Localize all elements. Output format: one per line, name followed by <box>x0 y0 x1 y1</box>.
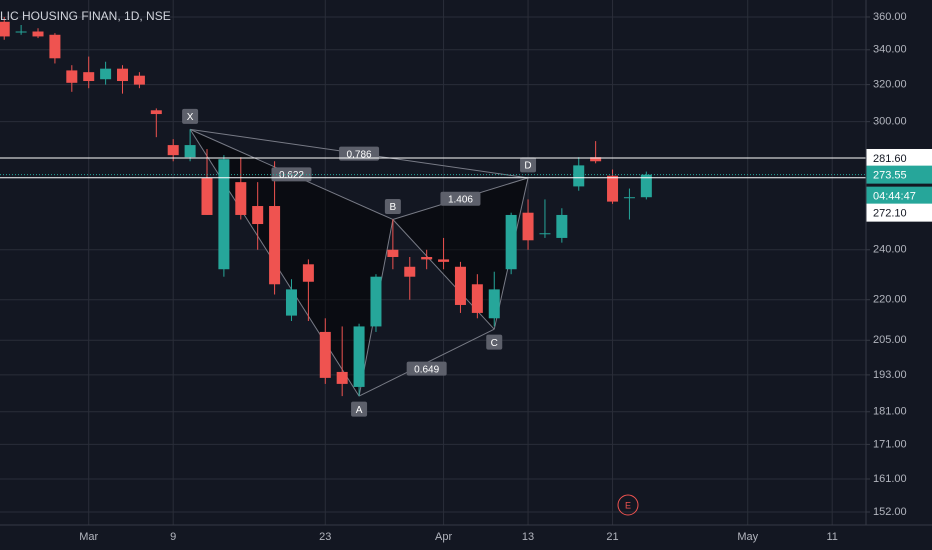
y-tick-label: 220.00 <box>873 294 907 306</box>
y-tick-label: 300.00 <box>873 116 907 128</box>
x-tick-label: 11 <box>826 531 837 543</box>
candle-body <box>133 75 145 85</box>
candle-body <box>640 174 652 198</box>
candle-body <box>370 276 382 327</box>
candle-body <box>201 177 213 215</box>
candle-body <box>438 259 450 262</box>
candle-body <box>66 70 78 83</box>
ratio-label: 1.406 <box>448 194 473 205</box>
label-box <box>440 191 481 206</box>
label-box <box>339 146 380 161</box>
candle-body <box>404 266 416 277</box>
price-line-label-bg <box>866 148 932 167</box>
x-tick-label: 13 <box>522 531 534 543</box>
candle-body <box>421 256 433 260</box>
label-box <box>182 108 199 124</box>
y-tick-label: 340.00 <box>873 44 907 56</box>
price-line-label: 272.10 <box>873 208 907 220</box>
earnings-letter: E <box>625 500 631 510</box>
label-box <box>406 361 447 376</box>
y-tick-label: 193.00 <box>873 369 907 381</box>
x-tick-label: 21 <box>606 531 618 543</box>
candle-body <box>218 159 230 270</box>
label-box <box>384 198 401 214</box>
x-tick-label: May <box>737 531 758 543</box>
x-tick-label: Mar <box>79 531 98 543</box>
point-label: C <box>491 338 498 349</box>
candle-body <box>319 331 331 378</box>
point-label: B <box>390 202 397 213</box>
candle-body <box>184 145 196 158</box>
x-tick-label: 9 <box>170 531 176 543</box>
candle-body <box>387 249 399 257</box>
y-tick-label: 205.00 <box>873 334 907 346</box>
candle-body <box>454 266 466 305</box>
candle-body <box>573 165 585 187</box>
countdown-label: 04:44:47 <box>873 191 916 203</box>
candle-body <box>505 214 517 270</box>
y-tick-label: 240.00 <box>873 244 907 256</box>
y-tick-label: 181.00 <box>873 406 907 418</box>
x-tick-label: Apr <box>435 531 452 543</box>
label-box <box>351 401 368 417</box>
ratio-label: 0.786 <box>347 149 372 160</box>
label-box <box>486 334 503 350</box>
point-label: A <box>356 405 363 416</box>
chart-title: LIC HOUSING FINAN, 1D, NSE <box>0 9 171 23</box>
point-label: X <box>187 112 194 123</box>
candle-body <box>167 145 179 156</box>
last-price-label: 273.55 <box>873 170 907 182</box>
countdown-label-bg <box>866 186 932 205</box>
label-box <box>520 157 537 173</box>
candle-body <box>488 289 500 319</box>
candle-body <box>522 212 534 241</box>
candle-body <box>235 182 247 215</box>
price-line-label: 281.60 <box>873 153 907 165</box>
candle-body <box>556 214 568 238</box>
candle-body <box>607 175 619 202</box>
candle-body <box>285 289 297 316</box>
candle-body <box>471 284 483 313</box>
y-tick-label: 152.00 <box>873 506 907 518</box>
point-label: D <box>524 161 531 172</box>
y-tick-label: 320.00 <box>873 79 907 91</box>
ratio-label: 0.622 <box>279 170 304 181</box>
candle-body <box>117 68 129 82</box>
y-tick-label: 360.00 <box>873 11 907 23</box>
candle-body <box>269 206 281 285</box>
last-price-label-bg <box>866 165 932 184</box>
candle-body <box>150 110 162 115</box>
candle-body <box>623 197 635 199</box>
candle-body <box>0 21 10 37</box>
candle-body <box>32 31 44 37</box>
candle-body <box>336 371 348 384</box>
candle-body <box>83 72 95 82</box>
candle-body <box>252 206 264 225</box>
candle-body <box>353 326 365 387</box>
candle-body <box>302 264 314 282</box>
candle-body <box>590 157 602 162</box>
y-tick-label: 171.00 <box>873 438 907 450</box>
candle-body <box>15 31 27 33</box>
x-tick-label: 23 <box>319 531 331 543</box>
earnings-icon[interactable] <box>617 494 639 516</box>
price-line-label-bg <box>866 203 932 222</box>
ratio-label: 0.649 <box>414 364 439 375</box>
y-tick-label: 161.00 <box>873 473 907 485</box>
candle-body <box>100 68 112 80</box>
candle-body <box>539 233 551 235</box>
candle-body <box>49 34 61 59</box>
